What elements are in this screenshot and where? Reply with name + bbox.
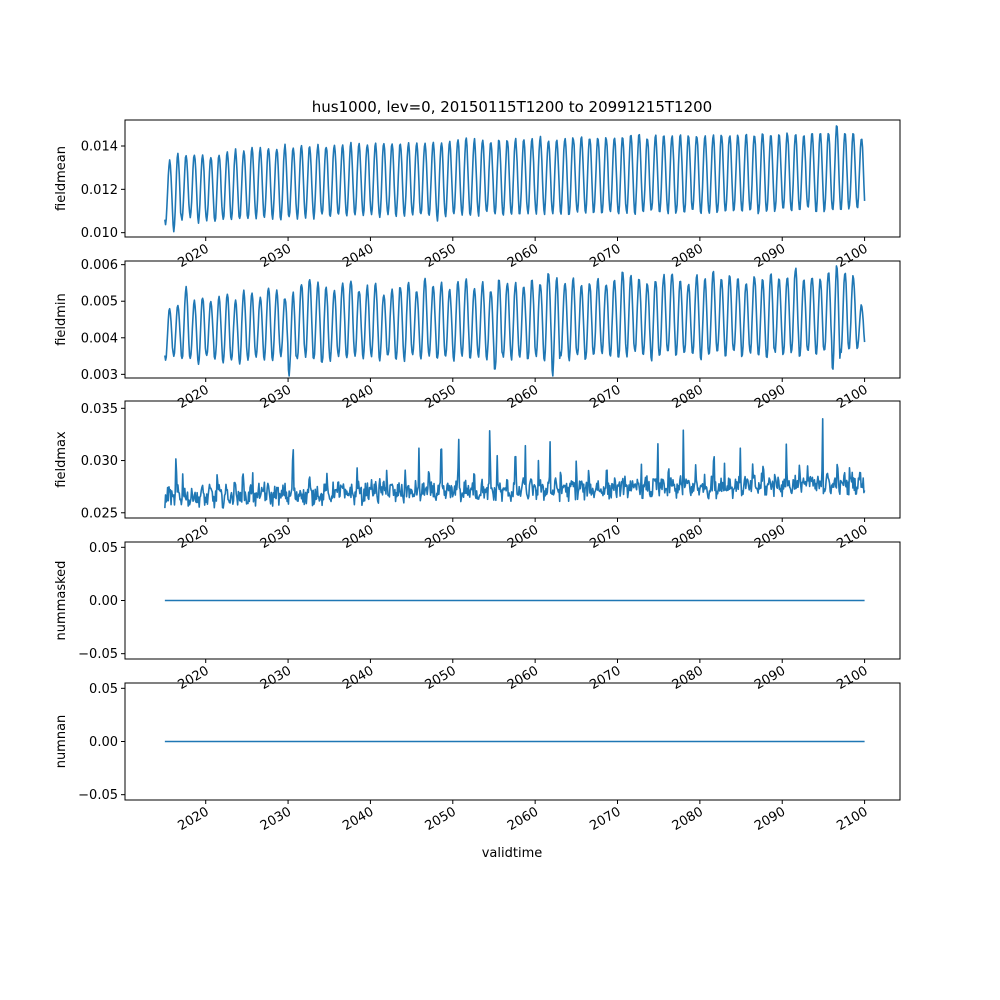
subplots: 0.010 0.012 0.014 fieldmean 2020 2030 2040 2050…	[54, 119, 901, 834]
y-tick-label: 0.035	[81, 402, 118, 417]
x-tick-label: 2100	[834, 663, 870, 693]
x-tick-label: 2090	[752, 804, 788, 834]
x-tick-label: 2030	[258, 241, 294, 271]
x-tick-label: 2020	[176, 804, 212, 834]
x-tick-label: 2040	[340, 241, 376, 271]
y-tick-label: 0.025	[81, 506, 118, 521]
y-tick-label: 0.006	[81, 258, 118, 273]
x-tick-label: 2070	[587, 241, 623, 271]
y-axis-label: fieldmean	[54, 146, 69, 211]
x-tick-label: 2070	[587, 522, 623, 552]
y-tick-label: 0.010	[81, 226, 118, 241]
x-axis-label: validtime	[482, 846, 543, 861]
y-tick-label: 0.00	[89, 735, 118, 750]
x-tick-label: 2090	[752, 522, 788, 552]
x-tick-label: 2090	[752, 663, 788, 693]
panel-nummasked: −0.05 0.00 0.05 nummasked 2020 2030 2040 2050 20…	[54, 541, 901, 693]
axes-frame	[124, 400, 901, 519]
y-axis-label: numnan	[54, 715, 69, 769]
axes-frame	[124, 260, 901, 379]
y-tick-label: 0.012	[81, 183, 118, 198]
x-tick-label: 2020	[176, 522, 212, 552]
y-tick-label: 0.004	[81, 331, 118, 346]
x-tick-label: 2080	[670, 382, 706, 412]
x-tick-label: 2070	[587, 382, 623, 412]
x-tick-label: 2050	[423, 663, 459, 693]
x-tick-label: 2040	[340, 804, 376, 834]
x-tick-label: 2070	[587, 663, 623, 693]
panel-numnan: −0.05 0.00 0.05 numnan 2020 2030 2040 2050 2060 2…	[54, 682, 901, 834]
x-tick-label: 2030	[258, 663, 294, 693]
x-tick-label: 2100	[834, 804, 870, 834]
series-line-fieldmax	[164, 417, 866, 509]
y-tick-label: 0.003	[81, 368, 118, 383]
x-tick-label: 2030	[258, 382, 294, 412]
y-tick-label: 0.030	[81, 454, 118, 469]
x-tick-label: 2050	[423, 522, 459, 552]
y-axis-label: fieldmax	[54, 431, 69, 488]
x-tick-label: 2050	[423, 804, 459, 834]
y-axis-label: fieldmin	[54, 293, 69, 346]
y-tick-label: 0.05	[89, 541, 118, 556]
x-tick-label: 2090	[752, 382, 788, 412]
y-axis-label: nummasked	[54, 561, 69, 641]
x-tick-label: 2080	[670, 241, 706, 271]
panel-fieldmax: 0.025 0.030 0.035 fieldmax 2020 2030 2040 2050 2…	[54, 400, 901, 552]
x-tick-label: 2100	[834, 241, 870, 271]
y-tick-label: 0.00	[89, 594, 118, 609]
panel-fieldmean: 0.010 0.012 0.014 fieldmean 2020 2030 2040 2050…	[54, 119, 901, 271]
x-tick-label: 2050	[423, 241, 459, 271]
x-tick-label: 2040	[340, 522, 376, 552]
y-tick-label: 0.05	[89, 682, 118, 697]
series-line-fieldmean	[164, 125, 866, 233]
x-tick-label: 2060	[505, 241, 541, 271]
x-tick-label: 2100	[834, 522, 870, 552]
y-tick-label: 0.014	[81, 140, 118, 155]
figure-title: hus1000, lev=0, 20150115T1200 to 2099121…	[312, 98, 712, 116]
x-tick-label: 2060	[505, 522, 541, 552]
y-tick-label: −0.05	[78, 788, 118, 803]
x-tick-label: 2080	[670, 804, 706, 834]
x-tick-label: 2060	[505, 382, 541, 412]
x-tick-label: 2030	[258, 522, 294, 552]
x-tick-label: 2060	[505, 804, 541, 834]
axes-frame	[124, 119, 901, 238]
x-tick-label: 2080	[670, 663, 706, 693]
y-tick-label: 0.005	[81, 295, 118, 310]
series-line-fieldmin	[164, 265, 866, 377]
x-tick-label: 2070	[587, 804, 623, 834]
x-tick-label: 2100	[834, 382, 870, 412]
y-tick-label: −0.05	[78, 647, 118, 662]
x-tick-label: 2020	[176, 663, 212, 693]
x-tick-label: 2040	[340, 382, 376, 412]
x-tick-label: 2090	[752, 241, 788, 271]
x-tick-label: 2080	[670, 522, 706, 552]
x-tick-label: 2020	[176, 241, 212, 271]
x-tick-label: 2050	[423, 382, 459, 412]
x-tick-label: 2060	[505, 663, 541, 693]
panel-fieldmin: 0.003 0.004 0.005 0.006 fieldmin 2020 2030 2040…	[54, 258, 901, 412]
x-tick-label: 2040	[340, 663, 376, 693]
x-tick-label: 2020	[176, 382, 212, 412]
x-tick-label: 2030	[258, 804, 294, 834]
